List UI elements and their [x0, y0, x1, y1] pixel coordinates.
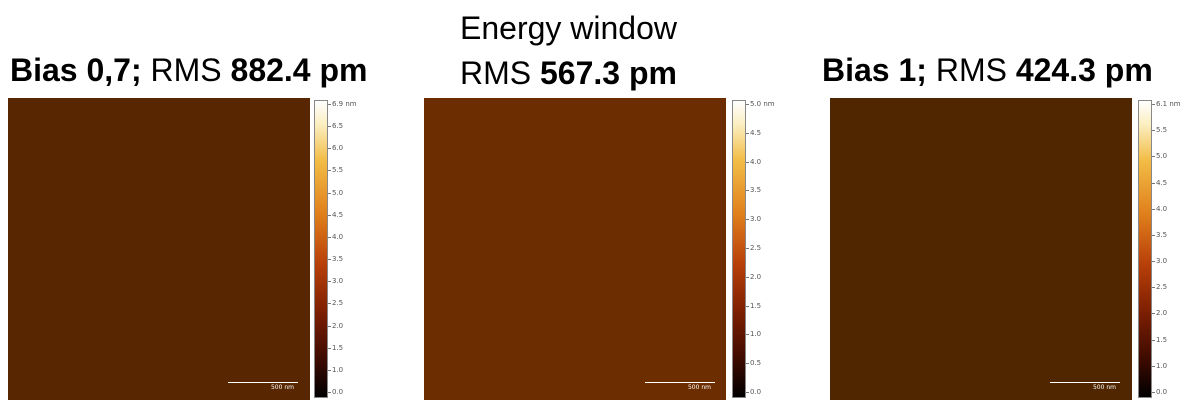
colorbar-tick-label: 5.0 — [1151, 152, 1168, 161]
colorbar-tick-label: 2.0 — [1151, 309, 1168, 318]
colorbar-tick-label: 4.0 — [327, 232, 344, 241]
panel-3-title: Bias 1; RMS 424.3 pm — [822, 52, 1153, 88]
colorbar-tick-label: 4.5 — [327, 210, 344, 219]
panel-2-title: Energy window — [460, 10, 677, 46]
panel-2-rms-value: 567.3 pm — [540, 55, 677, 91]
panel-2-scalebar-label: 500 nm — [687, 384, 711, 391]
colorbar-tick-label: 2.5 — [1151, 283, 1168, 292]
colorbar-tick-label: 1.0 — [327, 365, 344, 374]
colorbar-tick-label: 5.0 — [327, 188, 344, 197]
colorbar-tick-label: 2.5 — [327, 299, 344, 308]
panel-2-title-line1: Energy window — [460, 10, 677, 46]
colorbar-tick-label: 1.0 — [1151, 361, 1168, 370]
colorbar-tick-label: 4.0 — [745, 157, 762, 166]
colorbar-tick-label: 3.5 — [745, 186, 762, 195]
panel-3-afm-image — [830, 98, 1132, 400]
colorbar-tick-label: 4.0 — [1151, 204, 1168, 213]
colorbar-tick-label: 3.0 — [1151, 257, 1168, 266]
panel-1-afm-image — [8, 98, 310, 400]
colorbar-tick-label: 1.5 — [327, 343, 344, 352]
colorbar-tick-label: 2.5 — [745, 244, 762, 252]
colorbar-tick-label: 2.0 — [745, 272, 762, 281]
colorbar-tick-label: 6.0 — [327, 144, 344, 153]
colorbar-tick-label: 0.0 — [327, 388, 344, 396]
panel-1-scalebar: 500 nm — [228, 382, 298, 393]
colorbar-tick-label: 6.1 nm — [1152, 100, 1181, 108]
colorbar-tick-label: 1.0 — [745, 330, 762, 339]
colorbar-tick-label: 0.0 — [1151, 388, 1168, 396]
panel-3-label: Bias 1; — [822, 52, 927, 88]
colorbar-tick-label: 3.5 — [1151, 230, 1168, 239]
panel-1-label: Bias 0,7; — [10, 52, 142, 88]
colorbar-tick-label: 5.5 — [327, 166, 344, 175]
panel-2-title-line2: RMS 567.3 pm — [460, 55, 677, 91]
colorbar-tick-label: 0.5 — [745, 359, 762, 368]
colorbar-tick-label: 3.5 — [327, 255, 344, 264]
colorbar-tick-label: 6.9 nm — [328, 100, 357, 108]
panel-3-rms-value: 424.3 pm — [1015, 52, 1153, 88]
colorbar-tick-label: 4.5 — [1151, 178, 1168, 187]
panel-3-colorbar — [1138, 100, 1152, 398]
panel-1-title: Bias 0,7; RMS 882.4 pm — [10, 52, 367, 88]
colorbar-tick-label: 1.5 — [1151, 335, 1168, 344]
panel-3-scalebar: 500 nm — [1050, 382, 1120, 393]
colorbar-tick-label: 6.5 — [327, 122, 344, 131]
colorbar-tick-label: 5.5 — [1151, 126, 1168, 135]
colorbar-tick-label: 4.5 — [745, 128, 762, 137]
panel-1-scalebar-label: 500 nm — [270, 384, 294, 391]
panel-1-rms-value: 882.4 pm — [230, 52, 368, 88]
panel-2-colorbar — [732, 100, 746, 398]
colorbar-tick-label: 5.0 nm — [746, 100, 775, 108]
colorbar-tick-label: 3.0 — [327, 277, 344, 286]
panel-2-afm-image — [424, 98, 726, 400]
panel-3-rms-prefix: RMS — [935, 52, 1007, 88]
colorbar-tick-label: 2.0 — [327, 321, 344, 330]
colorbar-tick-label: 0.0 — [745, 388, 762, 396]
colorbar-tick-label: 3.0 — [745, 215, 762, 224]
panel-3-scalebar-label: 500 nm — [1092, 384, 1116, 391]
panel-2-rms-prefix: RMS — [460, 55, 532, 91]
panel-1-rms-prefix: RMS — [150, 52, 222, 88]
colorbar-tick-label: 1.5 — [745, 301, 762, 310]
panel-2-scalebar: 500 nm — [645, 382, 715, 393]
panel-1-colorbar — [314, 100, 328, 398]
